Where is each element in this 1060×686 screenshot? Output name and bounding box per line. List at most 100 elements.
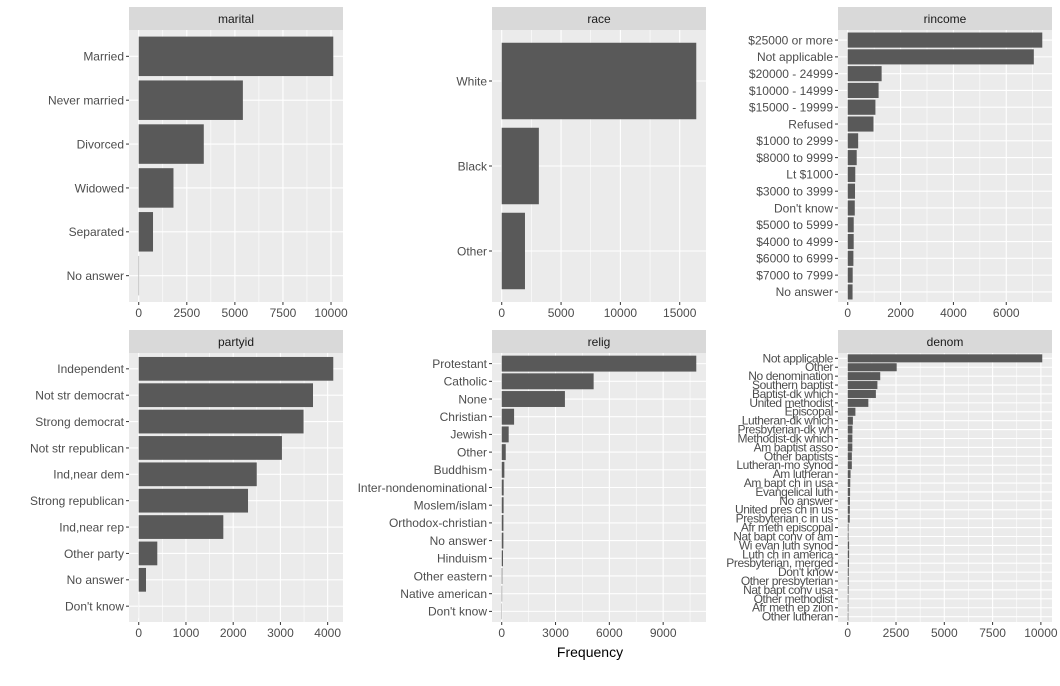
x-tick-label: 5000 (931, 626, 958, 640)
bar (847, 267, 853, 283)
bar (847, 398, 869, 407)
x-tick-label: 7500 (979, 626, 1006, 640)
facet-panels: marital Married Never married Divorced Widow… (30, 7, 1058, 640)
bar (847, 487, 851, 496)
x-axis-title: Frequency (557, 644, 623, 660)
y-tick-label: No answer (776, 285, 833, 299)
y-tick-label: Moslem/islam (414, 499, 487, 513)
y-tick-label: Other eastern (414, 569, 487, 583)
strip-title: rincome (924, 12, 967, 26)
y-tick-label: No answer (779, 494, 833, 508)
bar (847, 523, 849, 532)
y-tick-label: Southern baptist (752, 378, 834, 392)
bar (847, 434, 853, 443)
bar (847, 183, 856, 199)
y-tick-label: Episcopal (785, 405, 833, 419)
y-tick-label: Independent (57, 362, 124, 376)
bar (138, 488, 249, 513)
x-tick-label: 15000 (663, 306, 697, 320)
bar (501, 127, 539, 205)
x-tick-label: 2500 (173, 306, 200, 320)
y-tick-label: Widowed (75, 181, 124, 195)
bar (138, 515, 224, 539)
y-tick-label: $3000 to 3999 (756, 185, 833, 199)
x-tick-label: 10000 (314, 306, 348, 320)
bar (847, 585, 849, 594)
bar (138, 168, 174, 208)
y-tick-label: Refused (788, 117, 833, 131)
x-tick-label: 0 (498, 626, 505, 640)
x-tick-label: 7500 (270, 306, 297, 320)
y-tick-label: Divorced (77, 137, 124, 151)
bar (501, 42, 697, 120)
bar (847, 82, 879, 98)
x-tick-label: 0 (135, 626, 142, 640)
x-tick-label: 10000 (1024, 626, 1058, 640)
bar (847, 505, 850, 514)
x-tick-label: 2000 (220, 626, 247, 640)
strip-background (492, 7, 706, 30)
bar (501, 479, 504, 496)
bar (501, 568, 503, 584)
x-tick-label: 5000 (548, 306, 575, 320)
bar (138, 409, 304, 434)
bar (501, 461, 505, 478)
bar (847, 407, 856, 416)
y-tick-label: Other (457, 445, 487, 459)
y-tick-label: Other party (64, 547, 124, 561)
bar (847, 217, 854, 233)
y-tick-label: White (456, 74, 487, 88)
y-tick-label: Don't know (65, 599, 124, 613)
strip-background (838, 7, 1052, 30)
bar (138, 436, 282, 460)
bar (847, 381, 878, 390)
y-tick-label: Other (805, 360, 833, 374)
x-tick-label: 4000 (314, 626, 341, 640)
y-tick-label: No answer (67, 269, 124, 283)
y-tick-label: Wi evan luth synod (739, 538, 833, 552)
bar (847, 594, 849, 603)
y-tick-label: Am bapt ch in usa (744, 476, 834, 490)
y-tick-label: Not applicable (763, 351, 834, 365)
bar (501, 550, 503, 567)
bar (847, 150, 857, 166)
bar (501, 532, 504, 549)
y-tick-label: $1000 to 2999 (756, 134, 833, 148)
y-tick-label: $6000 to 6999 (756, 252, 833, 266)
bar (847, 389, 876, 398)
y-tick-label: Presbyterian c in us (736, 512, 834, 526)
strip-title: relig (588, 335, 611, 349)
y-tick-label: None (458, 392, 487, 406)
bar (847, 200, 855, 216)
bar (847, 470, 851, 479)
bar (847, 166, 856, 182)
y-tick-label: $7000 to 7999 (756, 268, 833, 282)
y-tick-label: Evangelical luth (755, 485, 833, 499)
bar (847, 354, 1043, 363)
bar (138, 567, 147, 592)
bar (501, 391, 565, 407)
y-tick-label: Afr meth episcopal (741, 521, 833, 535)
bar (847, 372, 881, 381)
y-tick-label: Don't know (428, 605, 487, 619)
y-tick-label: Married (83, 50, 124, 64)
strip-background (492, 330, 706, 353)
y-tick-label: Never married (48, 94, 124, 108)
y-tick-label: Jewish (450, 428, 487, 442)
bar (138, 124, 204, 164)
y-tick-label: Presbyterian-dk wh (737, 423, 833, 437)
bar (847, 479, 851, 488)
y-tick-label: No denomination (748, 369, 833, 383)
y-tick-label: Other methodist (754, 592, 834, 606)
y-tick-label: Baptist-dk which (752, 387, 833, 401)
y-tick-label: $25000 or more (748, 33, 833, 47)
y-tick-label: Separated (69, 225, 124, 239)
y-tick-label: Not str democrat (35, 389, 124, 403)
strip-title: marital (218, 12, 254, 26)
y-tick-label: Methodist-dk which (737, 431, 833, 445)
y-tick-label: United methodist (749, 396, 834, 410)
bar (847, 133, 859, 149)
bar (138, 356, 334, 381)
